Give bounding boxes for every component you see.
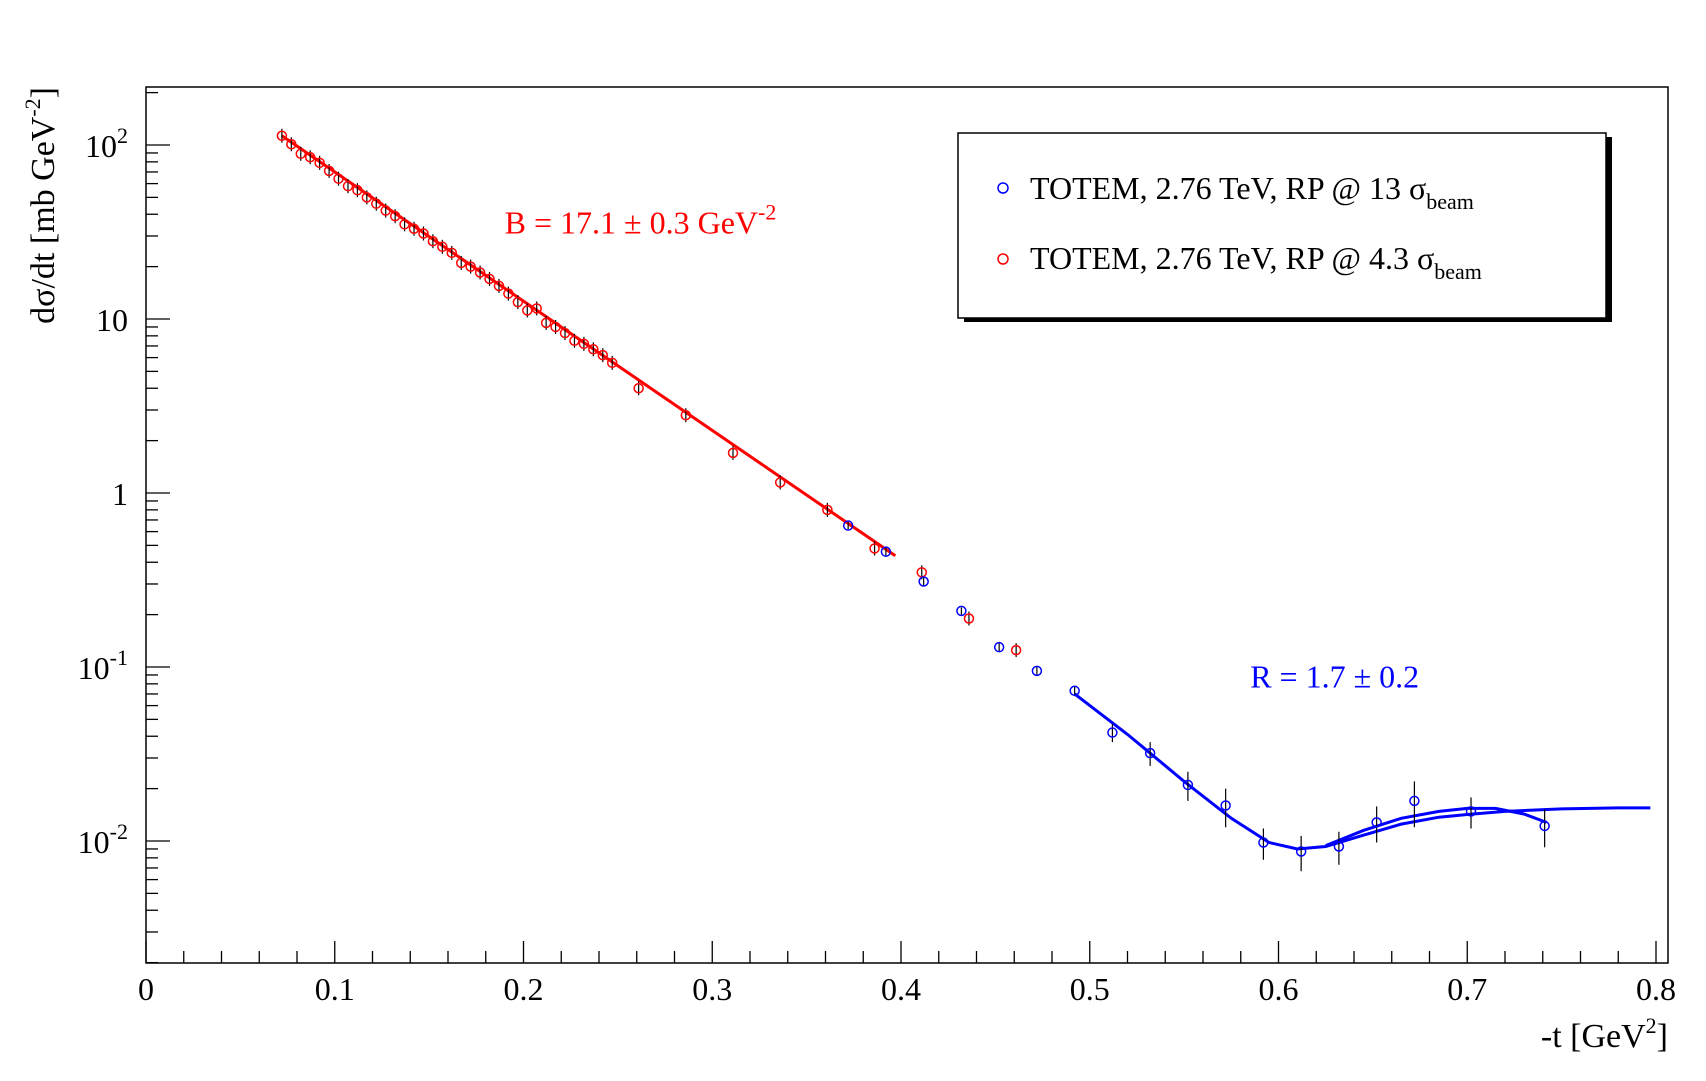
data-point	[342, 180, 354, 192]
data-point	[559, 327, 571, 339]
plot-frame	[145, 86, 1669, 964]
x-tick-label: 0.1	[315, 971, 355, 1007]
x-axis-title: -t [GeV2]	[1541, 1013, 1668, 1055]
x-tick-label: 0	[138, 971, 154, 1007]
data-point	[503, 288, 514, 299]
fit-curve-2	[1325, 806, 1548, 848]
data-point	[550, 321, 561, 333]
data-point	[323, 165, 335, 177]
data-point	[333, 173, 344, 184]
data-point	[371, 198, 382, 209]
data-point	[455, 257, 467, 269]
legend-entry-4-3-sigma: TOTEM, 2.76 TeV, RP @ 4.3 σbeam	[1030, 240, 1482, 284]
x-tick-label: 0.4	[881, 971, 921, 1007]
y-tick-label: 10-2	[78, 819, 128, 860]
data-point	[276, 130, 288, 142]
data-point	[493, 280, 505, 292]
data-point	[1295, 846, 1307, 857]
x-tick-label: 0.5	[1070, 971, 1110, 1007]
y-tick-label: 10	[96, 302, 128, 338]
data-point	[1409, 795, 1420, 807]
data-point	[399, 219, 410, 230]
y-axis-title: dσ/dt [mb GeV-2]	[20, 87, 62, 324]
x-tick-label: 0.8	[1636, 971, 1676, 1007]
legend: TOTEM, 2.76 TeV, RP @ 13 σbeam TOTEM, 2.…	[957, 132, 1612, 322]
data-point	[869, 543, 880, 554]
y-tick-label: 10-1	[78, 645, 128, 686]
data-point	[1010, 644, 1022, 656]
data-point	[408, 223, 420, 235]
data-point	[1069, 685, 1080, 697]
data-point	[286, 138, 297, 150]
data-point	[540, 317, 552, 329]
x-tick-label: 0.3	[692, 971, 732, 1007]
data-point	[1333, 841, 1345, 852]
data-point	[437, 241, 448, 253]
data-point	[1371, 817, 1382, 828]
slope-annotation: B = 17.1 ± 0.3 GeV-2	[505, 200, 777, 241]
data-point	[361, 192, 373, 203]
data-point	[1107, 727, 1118, 738]
data-point	[1031, 665, 1043, 677]
data-point	[1144, 747, 1156, 759]
data-point	[1182, 779, 1194, 791]
data-point	[522, 305, 533, 316]
data-point	[295, 148, 307, 160]
ratio-annotation: R = 1.7 ± 0.2	[1250, 659, 1419, 695]
data-point	[484, 273, 495, 285]
data-point	[352, 184, 363, 196]
x-tick-label: 0.6	[1259, 971, 1299, 1007]
data-point	[880, 546, 892, 557]
data-point	[380, 205, 391, 216]
data-point	[418, 228, 429, 239]
data-point	[822, 504, 833, 516]
data-point	[304, 152, 316, 163]
data-point	[446, 247, 458, 259]
axis-ticks: 0 0.1 0.2 0.3 0.4 0.5 0.6 0.7 0.8 102 10 1 10-1 10-2	[78, 91, 1676, 1007]
data-point	[918, 576, 929, 587]
data-point	[465, 261, 476, 272]
legend-entry-13-sigma: TOTEM, 2.76 TeV, RP @ 13 σbeam	[1030, 170, 1474, 214]
data-point	[314, 157, 325, 169]
data-point	[842, 520, 854, 531]
data-point	[1539, 820, 1550, 832]
data-point	[774, 477, 786, 488]
data-point	[578, 338, 590, 350]
data-point	[588, 344, 599, 355]
legend-marker-red	[997, 253, 1009, 265]
fit-curve-1	[1073, 692, 1651, 851]
data-point	[531, 303, 542, 314]
data-point	[474, 267, 486, 278]
y-tick-label: 1	[112, 476, 128, 512]
x-tick-label: 0.2	[504, 971, 544, 1007]
data-point	[633, 382, 644, 394]
data-point	[963, 613, 975, 624]
data-point	[389, 210, 401, 222]
data-point	[1258, 837, 1269, 848]
data-point	[1220, 800, 1231, 811]
x-tick-label: 0.7	[1447, 971, 1487, 1007]
data-point	[606, 357, 618, 369]
data-point	[597, 349, 609, 361]
y-tick-label: 102	[85, 123, 128, 164]
data-point	[1465, 806, 1477, 817]
legend-box	[957, 132, 1607, 319]
data-point	[993, 641, 1005, 653]
data-point	[680, 409, 692, 421]
data-point	[569, 335, 580, 346]
legend-marker-blue	[997, 182, 1009, 194]
data-point	[727, 447, 739, 459]
data-point	[956, 605, 967, 617]
data-point	[512, 296, 524, 308]
data-points	[276, 128, 1550, 872]
data-point	[427, 235, 439, 247]
